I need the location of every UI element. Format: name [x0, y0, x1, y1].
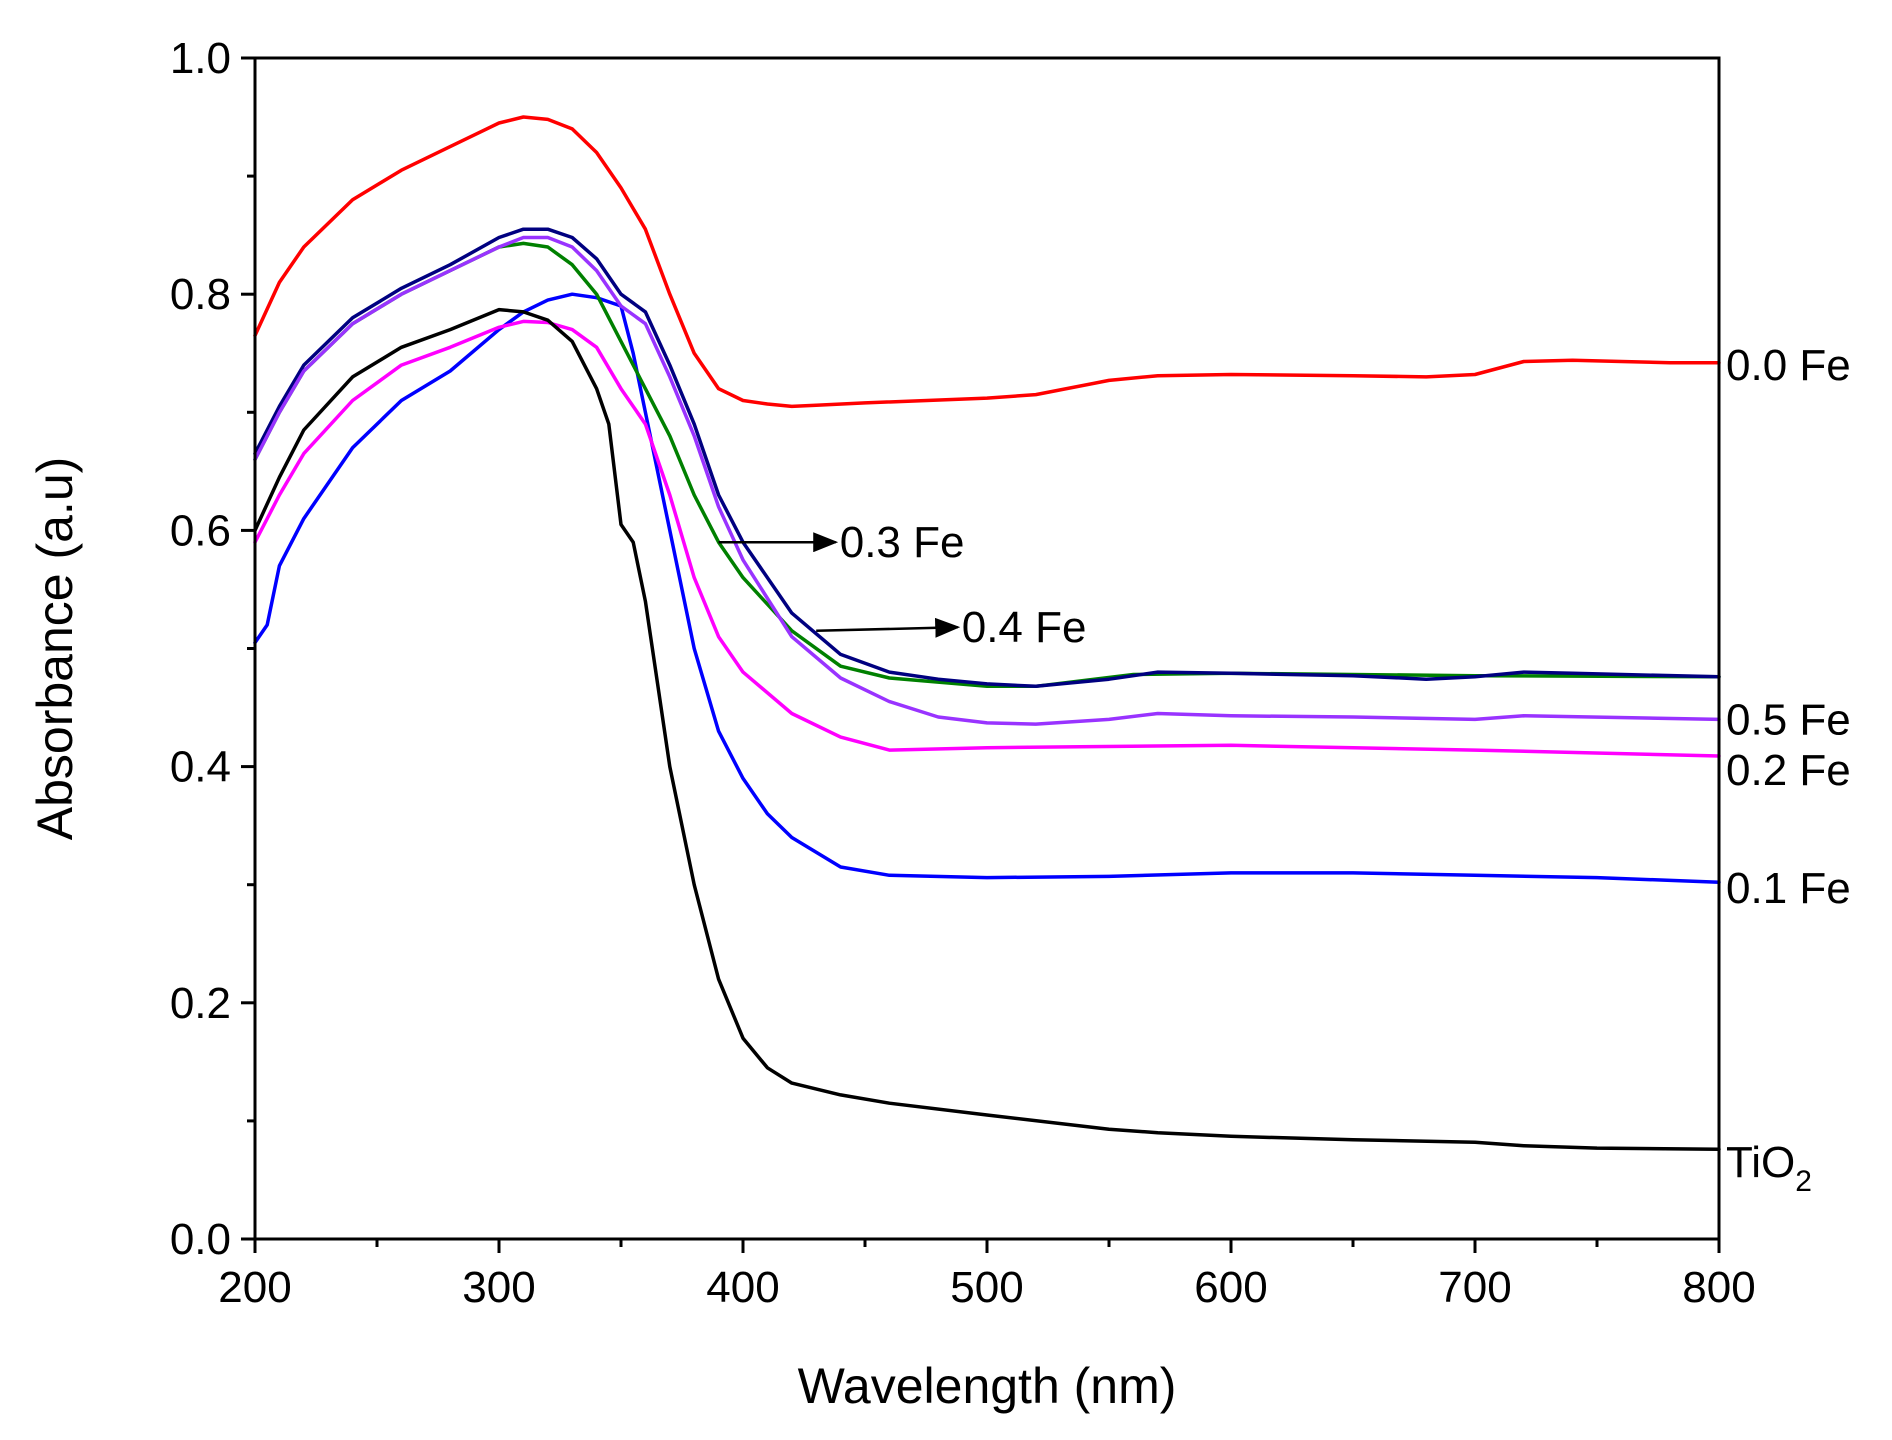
annotation-layer: 0.3 Fe 0.4 Fe: [718, 518, 1087, 652]
y-tick-label: 1.0: [170, 34, 231, 83]
annotation-label-1: 0.4 Fe: [962, 603, 1087, 652]
y-tick-label: 0.8: [170, 270, 231, 319]
y-tick-label: 0.6: [170, 506, 231, 555]
x-tick-label: 700: [1438, 1263, 1511, 1312]
x-tick-label: 800: [1682, 1263, 1755, 1312]
x-axis-title: Wavelength (nm): [798, 1358, 1177, 1414]
y-tick-label: 0.0: [170, 1215, 231, 1264]
x-tick-label: 600: [1194, 1263, 1267, 1312]
series-line-6: [253, 307, 1721, 1151]
x-tick-label: 400: [706, 1263, 779, 1312]
y-axis-title: Absorbance (a.u): [27, 457, 83, 841]
y-tick-label: 0.2: [170, 979, 231, 1028]
annotation-arrow-1: [816, 617, 961, 638]
series-line-5: [253, 235, 1721, 726]
x-tick-label: 500: [950, 1263, 1023, 1312]
x-tick-label: 200: [218, 1263, 291, 1312]
series-layer: [253, 115, 1721, 1151]
series-line-4: [253, 227, 1721, 689]
series-end-label-4: TiO2: [1726, 1138, 1812, 1198]
x-tick-label: 300: [462, 1263, 535, 1312]
labels-layer: 0.0 Fe 0.5 Fe0.2 Fe 0.1 Fe TiO2: [1726, 341, 1851, 1198]
series-end-label-2: 0.2 Fe: [1726, 746, 1851, 795]
series-end-label-1: 0.5 Fe: [1726, 695, 1851, 744]
series-line-0: [253, 115, 1721, 409]
annotation-label-0: 0.3 Fe: [840, 518, 965, 567]
series-line-1: [253, 292, 1721, 885]
series-line-2: [253, 319, 1721, 758]
y-tick-label: 0.4: [170, 743, 231, 792]
series-end-label-0: 0.0 Fe: [1726, 341, 1851, 390]
ticks-layer: 200 300 400 500 600 700 800 0.0 0.2 0.4 0.6 0.8 1.0: [170, 34, 1756, 1312]
series-end-label-3: 0.1 Fe: [1726, 864, 1851, 913]
